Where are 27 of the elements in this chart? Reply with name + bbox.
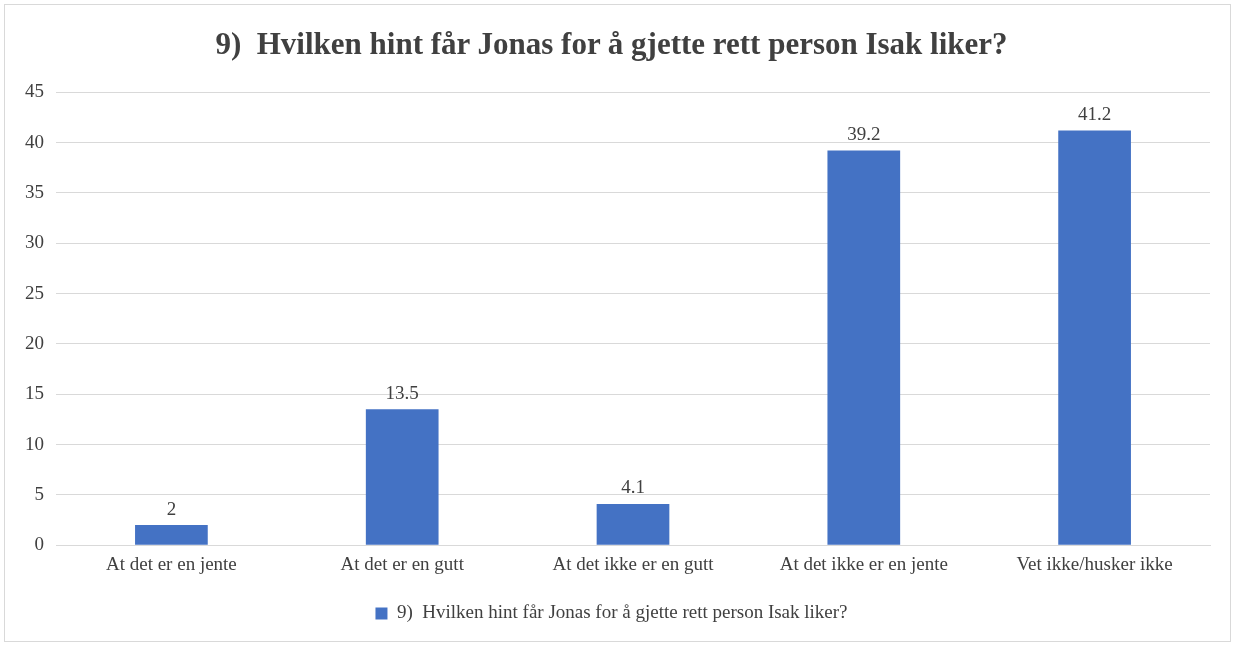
data-label: 41.2 [1077, 102, 1112, 124]
bar [365, 409, 439, 545]
data-label: 4.1 [621, 476, 645, 498]
y-tick-label: 40 [25, 130, 44, 152]
bar [596, 503, 670, 545]
y-tick-label: 15 [25, 382, 44, 404]
data-label: 39.2 [847, 123, 881, 145]
y-tick-label: 20 [25, 331, 44, 353]
y-tick-label: 25 [25, 281, 44, 303]
y-tick-label: 0 [34, 533, 44, 555]
chart-title: 9) Hvilken hint får Jonas for å gjette rett person Isak liker? [215, 25, 1008, 61]
y-tick-label: 5 [34, 482, 44, 504]
bar [827, 150, 901, 545]
legend-label: 9) Hvilken hint får Jonas for å gjette rett person Isak liker? [396, 601, 848, 624]
x-tick-label: At det ikke er en gutt [552, 552, 715, 574]
x-tick-label: Vet ikke/husker ikke [1016, 552, 1173, 574]
x-tick-label: At det er en jente [105, 552, 237, 574]
x-tick-label: At det er en gutt [340, 552, 465, 574]
y-tick-label: 35 [25, 180, 44, 202]
bar [1058, 130, 1131, 545]
y-tick-label: 45 [25, 80, 44, 102]
data-label: 13.5 [385, 381, 419, 403]
y-tick-label: 30 [25, 231, 44, 253]
data-label: 2 [166, 497, 177, 519]
bar [135, 525, 208, 545]
y-tick-label: 10 [25, 432, 44, 454]
x-tick-label: At det ikke er en jente [779, 552, 948, 574]
